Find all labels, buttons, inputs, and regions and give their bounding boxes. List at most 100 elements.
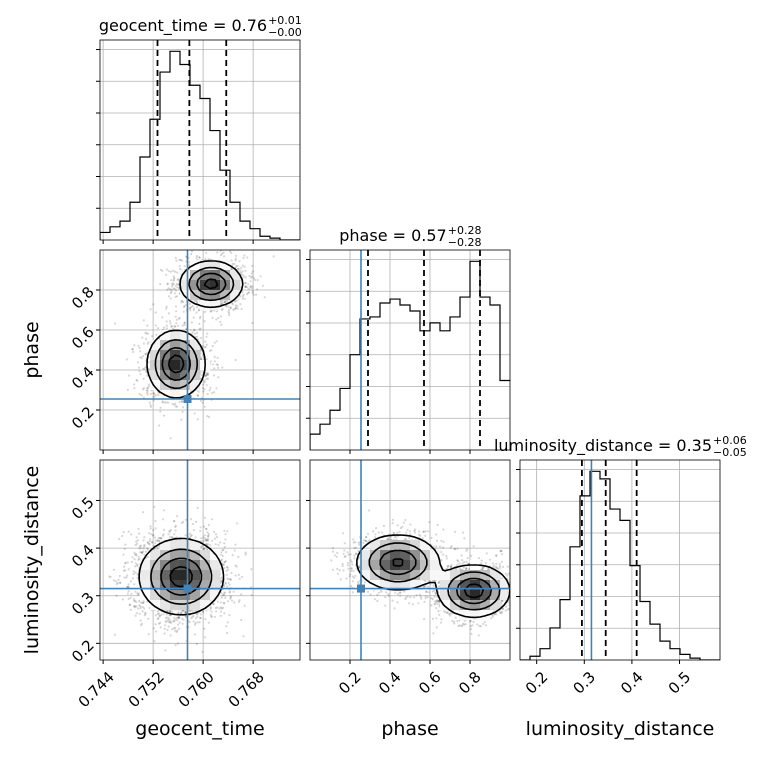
scatter-point: [191, 305, 194, 308]
scatter-point: [174, 270, 177, 273]
scatter-point: [174, 315, 177, 318]
scatter-point: [166, 282, 169, 285]
scatter-point: [145, 370, 148, 373]
scatter-point: [132, 605, 136, 608]
scatter-point: [195, 311, 198, 314]
density-cell: [180, 360, 191, 371]
scatter-point: [225, 625, 228, 628]
scatter-point: [178, 317, 181, 320]
scatter-point: [202, 547, 205, 550]
scatter-point: [227, 600, 230, 603]
scatter-point: [248, 274, 251, 278]
scatter-point: [156, 617, 159, 621]
scatter-point: [198, 616, 202, 620]
scatter-point: [174, 325, 177, 328]
scatter-point: [162, 613, 165, 616]
scatter-point: [152, 396, 155, 399]
scatter-point: [178, 401, 181, 404]
scatter-point: [192, 620, 195, 623]
scatter-point: [167, 287, 170, 290]
scatter-point: [237, 555, 240, 559]
scatter-point: [130, 533, 133, 536]
scatter-point: [169, 270, 172, 273]
scatter-point: [144, 611, 147, 614]
scatter-point: [149, 392, 152, 395]
scatter-point: [221, 366, 224, 369]
scatter-point: [136, 563, 139, 566]
scatter-point: [243, 604, 246, 607]
contour-line: [168, 278, 219, 374]
scatter-point: [220, 592, 223, 595]
scatter-point: [175, 322, 178, 325]
scatter-point: [204, 346, 207, 349]
scatter-point: [216, 251, 219, 254]
scatter-point: [244, 282, 247, 285]
scatter-point: [167, 312, 170, 315]
density-cell: [150, 340, 161, 351]
scatter-point: [221, 302, 224, 305]
scatter-point: [135, 600, 138, 604]
scatter-point: [137, 366, 141, 369]
truth-marker: [183, 395, 192, 403]
density-cell: [210, 260, 221, 271]
scatter-point: [184, 518, 188, 521]
scatter-point: [125, 576, 128, 579]
scatter-point: [211, 539, 214, 542]
scatter-point: [127, 583, 130, 586]
scatter-point: [219, 320, 222, 323]
density-cell: [200, 290, 211, 301]
scatter-point: [220, 302, 223, 305]
scatter-point: [202, 390, 205, 393]
density-cell: [160, 340, 171, 351]
scatter-point: [215, 310, 219, 313]
scatter-point: [141, 336, 144, 339]
scatter-point: [189, 309, 192, 312]
scatter-point: [205, 343, 208, 346]
scatter-point: [135, 612, 138, 615]
density-cell: [160, 330, 171, 341]
scatter-point: [134, 606, 137, 609]
scatter-point: [203, 388, 206, 391]
scatter-point: [180, 301, 183, 304]
scatter-point: [243, 254, 246, 257]
scatter-point: [176, 324, 180, 327]
scatter-point: [212, 602, 215, 605]
scatter-point: [176, 619, 179, 622]
scatter-point: [199, 327, 202, 330]
scatter-point: [252, 277, 255, 280]
scatter-point: [171, 536, 174, 539]
density-cell: [210, 300, 221, 311]
panel-frame: [309, 249, 511, 451]
density-cell: [160, 360, 171, 371]
scatter-point: [190, 518, 193, 521]
scatter-point: [228, 591, 231, 594]
scatter-point: [203, 516, 206, 519]
density-cell: [170, 360, 181, 371]
scatter-point: [121, 598, 124, 601]
scatter-point: [163, 401, 166, 404]
scatter-point: [211, 391, 214, 395]
scatter-point: [237, 267, 240, 270]
scatter-point: [152, 303, 155, 306]
scatter-point: [214, 533, 218, 536]
scatter-point: [136, 564, 139, 567]
scatter-point: [148, 532, 151, 535]
scatter-point: [201, 401, 204, 404]
scatter-point: [222, 251, 225, 254]
density-cell: [190, 280, 201, 291]
scatter-point: [182, 305, 185, 309]
scatter-point: [167, 401, 170, 404]
scatter-point: [153, 395, 156, 398]
scatter-point: [139, 350, 142, 353]
scatter-point: [156, 539, 160, 542]
scatter-point: [218, 541, 222, 544]
scatter-point: [206, 377, 210, 380]
scatter-point: [178, 616, 181, 619]
scatter-point: [219, 250, 222, 252]
scatter-point: [229, 578, 232, 581]
scatter-point: [192, 614, 195, 618]
scatter-point: [219, 553, 223, 556]
scatter-point: [189, 307, 192, 310]
scatter-point: [207, 258, 210, 261]
scatter-point: [183, 323, 186, 326]
